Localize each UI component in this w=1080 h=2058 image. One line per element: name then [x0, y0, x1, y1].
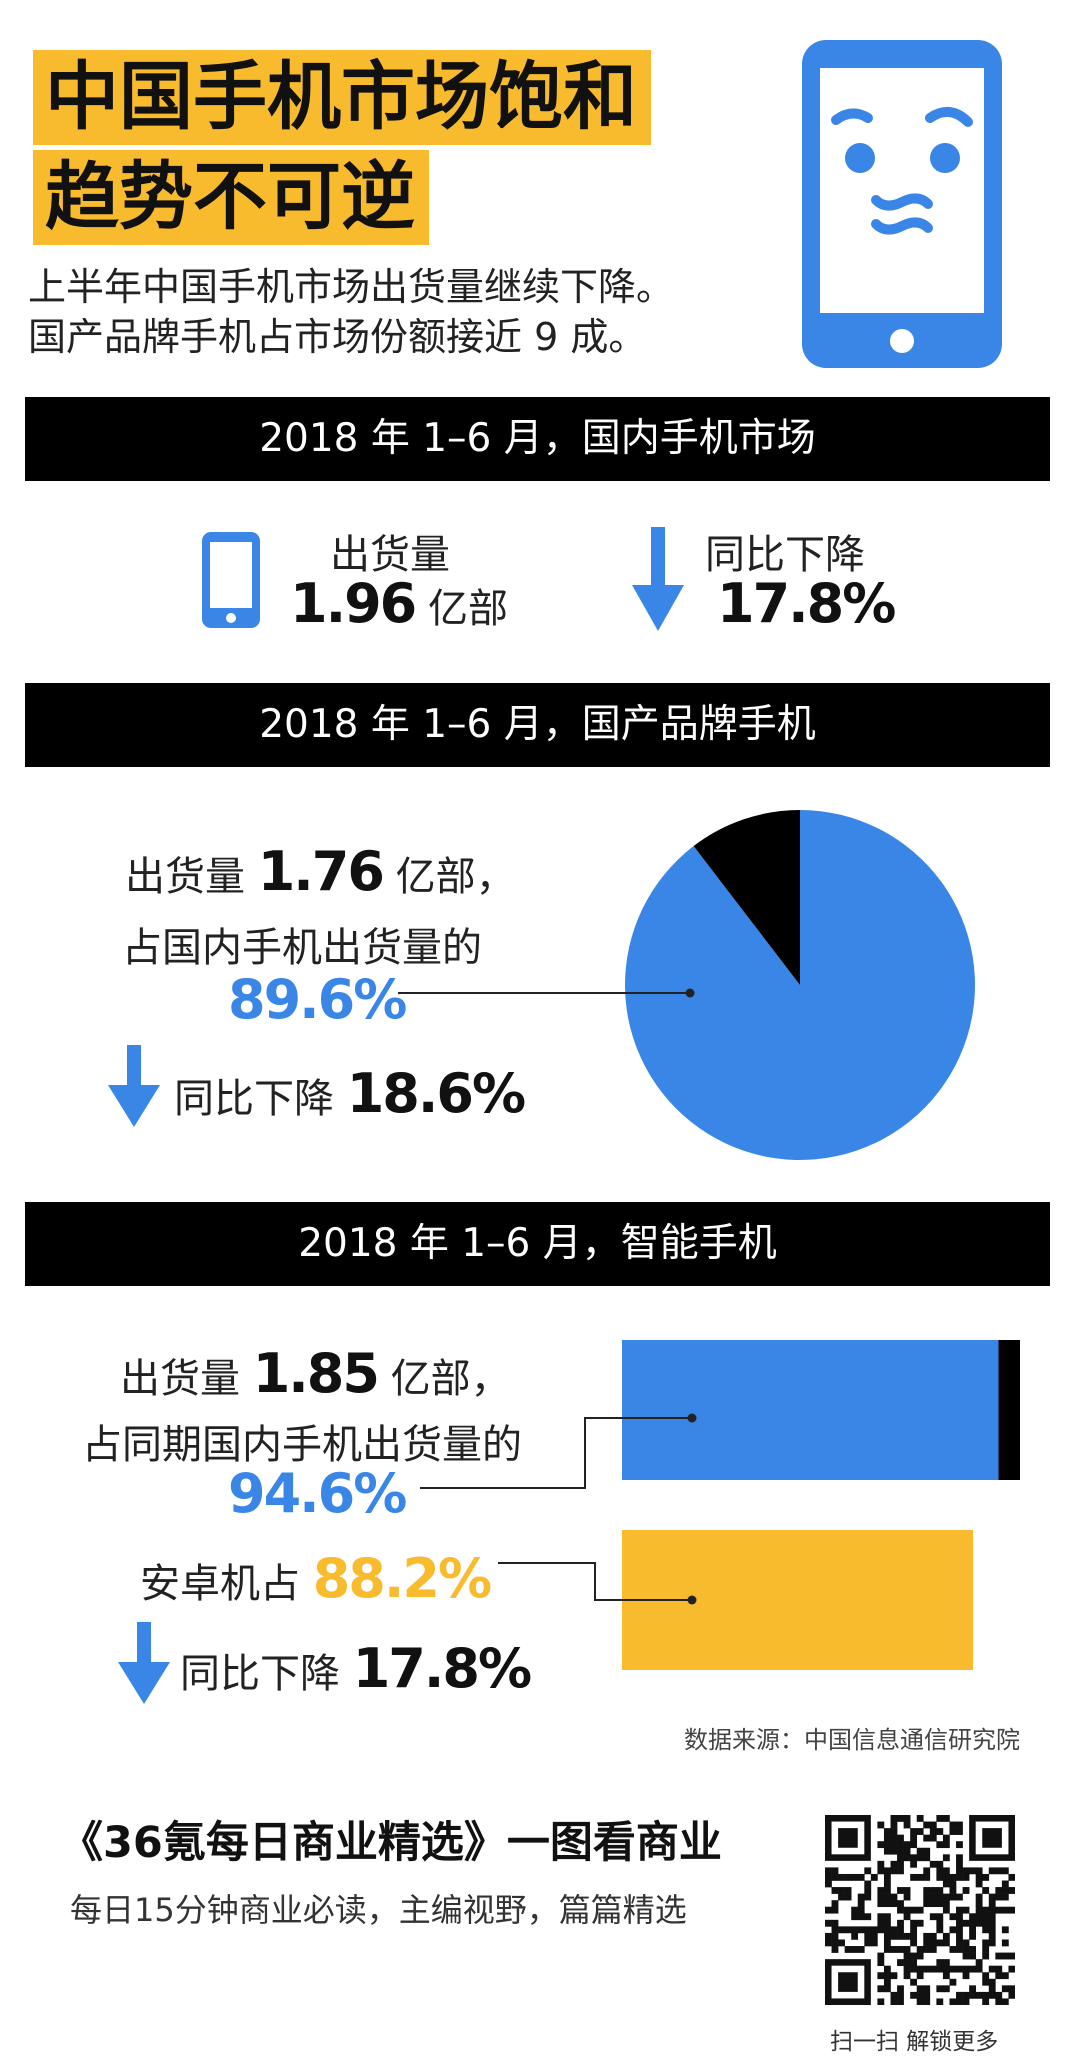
subtitle-line-2: 国产品牌手机占市场份额接近 9 成。 [28, 315, 647, 359]
domestic-share-pie-chart [625, 810, 975, 1160]
domestic-share-value: 89.6% [228, 968, 407, 1031]
bar-0 [622, 1340, 999, 1480]
bar-0-remainder [998, 1340, 1020, 1480]
smartphone-decline-label: 同比下降 [180, 1651, 340, 1697]
down-arrow-icon [118, 1622, 170, 1704]
smartphone-share-bar-chart [622, 1340, 1020, 1670]
smartphone-shipment-unit: 亿部， [390, 1356, 511, 1402]
sad-phone-icon [802, 40, 1002, 368]
domestic-shipment-label: 出货量 [125, 854, 245, 900]
smartphone-shipment-line: 出货量 1.85 亿部， [120, 1342, 511, 1405]
footer-subtitle: 每日15分钟商业必读，主编视野，篇篇精选 [70, 1891, 687, 1929]
domestic-decline-line: 同比下降 18.6% [174, 1062, 526, 1125]
down-arrow-icon [632, 527, 684, 631]
domestic-share-text: 占国内手机出货量的 [122, 925, 482, 971]
android-line: 安卓机占 88.2% [140, 1547, 492, 1610]
domestic-decline-label: 同比下降 [174, 1076, 334, 1122]
smartphone-share-text: 占同期国内手机出货量的 [82, 1422, 522, 1468]
phone-icon [202, 532, 260, 628]
smartphone-decline-line: 同比下降 17.8% [180, 1637, 532, 1700]
section3-header: 2018 年 1–6 月，智能手机 [25, 1202, 1050, 1286]
qr-caption: 扫一扫 解锁更多 [830, 2029, 999, 2055]
domestic-shipment-value: 1.76 [257, 840, 385, 903]
section1-header: 2018 年 1–6 月，国内手机市场 [25, 397, 1050, 481]
shipment-label: 出货量 [330, 532, 450, 578]
subtitle-line-1: 上半年中国手机市场出货量继续下降。 [28, 265, 675, 309]
smartphone-shipment-label: 出货量 [120, 1356, 240, 1402]
qr-code[interactable] [825, 1815, 1015, 2005]
android-value: 88.2% [312, 1547, 492, 1610]
domestic-decline-value: 18.6% [346, 1062, 526, 1125]
smartphone-shipment-value: 1.85 [252, 1342, 380, 1405]
bar-leader-lines [420, 1413, 697, 1605]
decline-label: 同比下降 [705, 532, 865, 578]
shipment-value: 1.96 [290, 572, 417, 635]
pie-leader-line [398, 988, 695, 998]
section2-header: 2018 年 1–6 月，国产品牌手机 [25, 683, 1050, 767]
title-line-1: 中国手机市场饱和 [33, 50, 651, 145]
data-source: 数据来源：中国信息通信研究院 [684, 1726, 1020, 1754]
title-line-2: 趋势不可逆 [33, 150, 429, 245]
smartphone-decline-value: 17.8% [352, 1637, 532, 1700]
shipment-unit: 亿部 [427, 586, 508, 632]
down-arrow-icon [108, 1045, 160, 1127]
domestic-shipment-unit: 亿部， [395, 854, 516, 900]
footer-title: 《36氪每日商业精选》一图看商业 [60, 1818, 722, 1868]
domestic-shipment-line: 出货量 1.76 亿部， [125, 840, 516, 903]
android-label: 安卓机占 [140, 1561, 300, 1607]
shipment-line: 1.96 亿部 [290, 572, 508, 635]
smartphone-share-value: 94.6% [228, 1462, 407, 1525]
decline-value: 17.8% [717, 572, 896, 635]
pie-slice-1 [693, 810, 800, 985]
